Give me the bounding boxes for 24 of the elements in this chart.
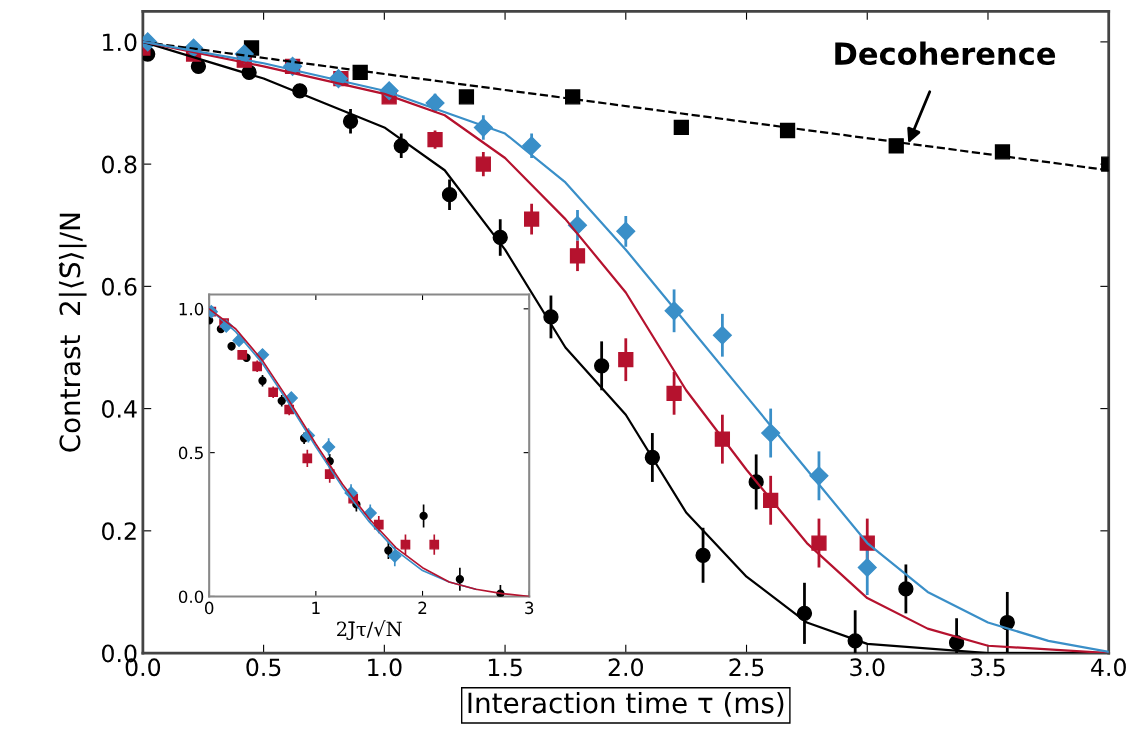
y-tick-label: 1.0 [179,302,204,316]
y-tick-label: 0.5 [178,446,203,460]
x-tick-label: 1 [312,601,320,614]
x-tick-label: 1.0 [368,658,402,677]
y-tick-label: 0.4 [102,400,137,418]
y-tick-label: 0.2 [102,522,136,541]
x-tick-label: 2 [418,601,427,614]
y-tick-label: 0.8 [102,155,137,174]
x-axis-title: Interaction time τ (ms) [468,691,784,717]
x-tick-label: 2.0 [608,658,643,677]
x-tick-label: 3.0 [850,658,885,677]
y-tick-label: 0.0 [178,590,204,604]
x-tick-label: 4.0 [1091,658,1126,677]
x-tick-label: 1.5 [488,658,522,677]
x-tick-label: 3.5 [971,658,1005,677]
x-tick-label: 0 [204,601,214,615]
x-tick-label: 2.5 [729,658,764,677]
x-tick-label: 3 [525,601,534,615]
x-tick-label: 0.5 [246,658,281,677]
x-axis-title: 2J̄τ/√N [337,620,402,641]
y-tick-label: 0.6 [102,277,137,296]
y-axis-title: Contrast 2|⟨S⃗⟩|/N [58,213,87,452]
y-tick-label: 1.0 [103,33,137,52]
annotation: Decoherence [835,41,1056,66]
